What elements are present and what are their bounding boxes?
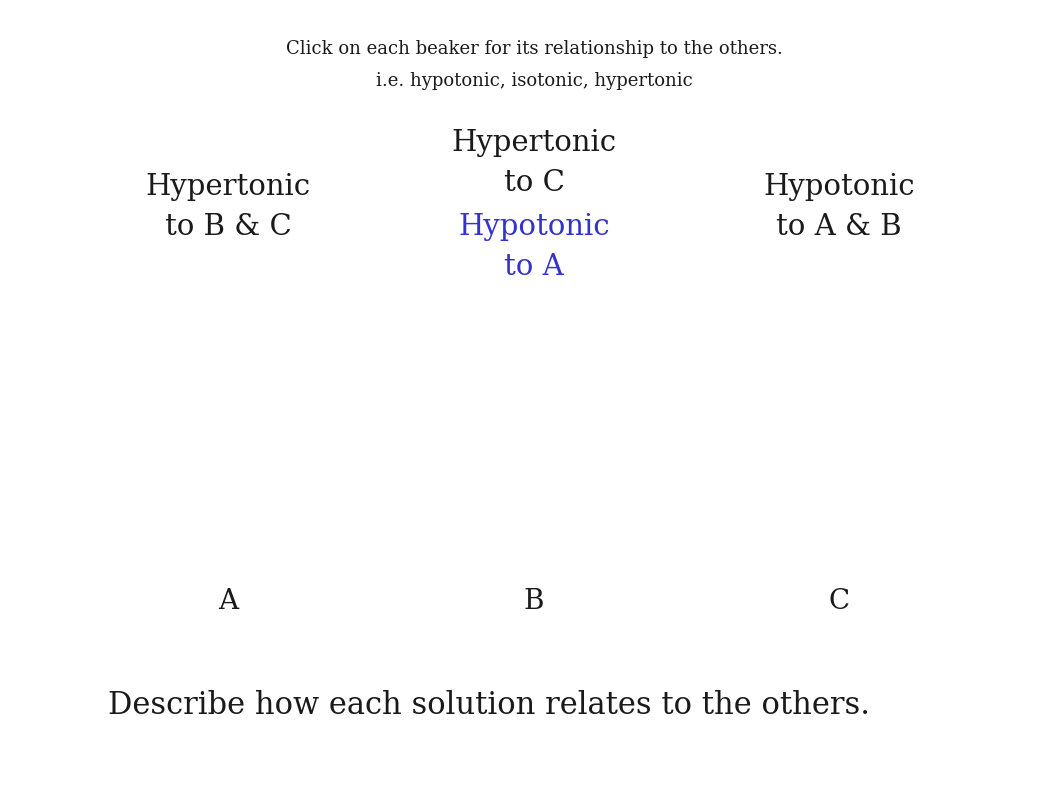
Text: to A & B: to A & B	[776, 213, 902, 241]
Text: C: C	[828, 588, 850, 615]
Text: to A: to A	[504, 253, 564, 281]
Text: Describe how each solution relates to the others.: Describe how each solution relates to th…	[107, 690, 870, 720]
Text: Click on each beaker for its relationship to the others.: Click on each beaker for its relationshi…	[286, 41, 783, 58]
Text: Hypotonic: Hypotonic	[459, 213, 610, 241]
Text: Hypertonic: Hypertonic	[145, 173, 311, 202]
Text: i.e. hypotonic, isotonic, hypertonic: i.e. hypotonic, isotonic, hypertonic	[376, 73, 692, 90]
Text: to B & C: to B & C	[165, 213, 292, 241]
Text: A: A	[219, 588, 238, 615]
Text: Hypertonic: Hypertonic	[451, 129, 617, 158]
Text: B: B	[524, 588, 545, 615]
Text: Hypotonic: Hypotonic	[764, 173, 914, 202]
Text: to C: to C	[503, 169, 565, 198]
